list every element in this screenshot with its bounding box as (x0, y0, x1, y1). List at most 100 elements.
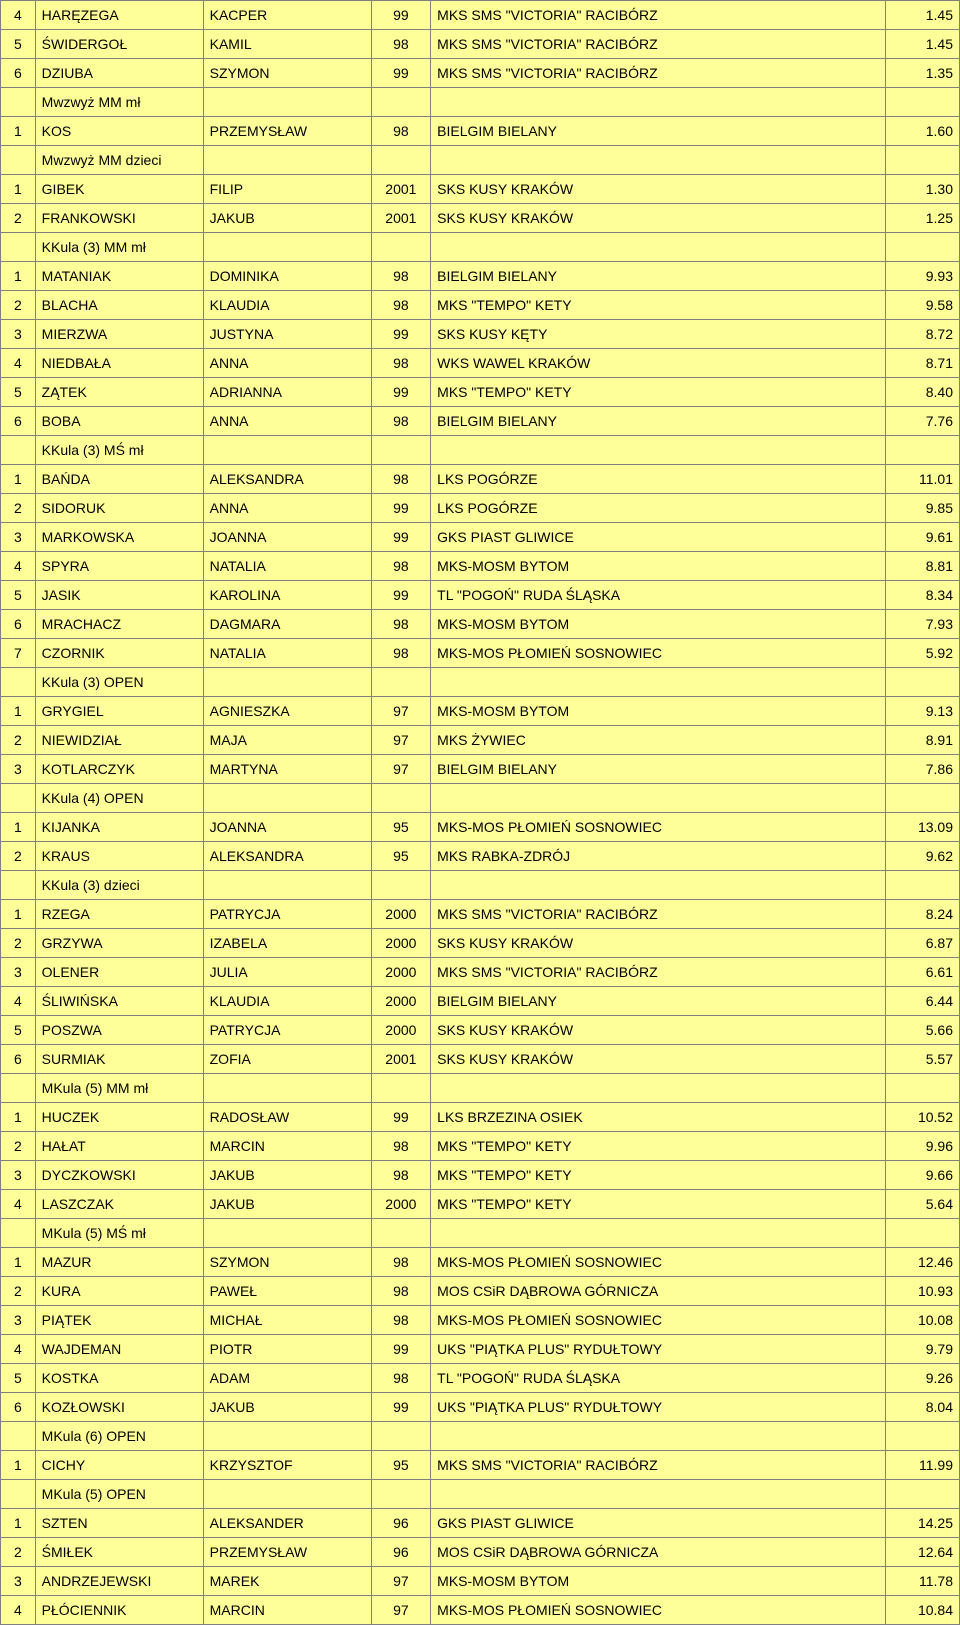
cell-club: BIELGIM BIELANY (431, 117, 886, 146)
cell-lastname: ŚMIŁEK (35, 1538, 203, 1567)
cell-score: 6.61 (886, 958, 960, 987)
cell-score: 11.01 (886, 465, 960, 494)
table-row: 4WAJDEMANPIOTR99UKS "PIĄTKA PLUS" RYDUŁT… (1, 1335, 960, 1364)
category-label: KKula (4) OPEN (35, 784, 203, 813)
cell-lastname: KOSTKA (35, 1364, 203, 1393)
cell-score: 8.34 (886, 581, 960, 610)
cell-club: MKS "TEMPO" KETY (431, 378, 886, 407)
cell-pos: 5 (1, 378, 36, 407)
cell-year: 2001 (371, 1045, 431, 1074)
cell-club: MKS-MOSM BYTOM (431, 610, 886, 639)
cell-club: SKS KUSY KRAKÓW (431, 1045, 886, 1074)
cell-first (203, 233, 371, 262)
table-row: 1SZTENALEKSANDER96GKS PIAST GLIWICE14.25 (1, 1509, 960, 1538)
cell-firstname: ZOFIA (203, 1045, 371, 1074)
results-table: 4HARĘZEGAKACPER99MKS SMS "VICTORIA" RACI… (0, 0, 960, 1625)
table-row: 2NIEWIDZIAŁMAJA97MKS ŻYWIEC8.91 (1, 726, 960, 755)
cell-pos: 2 (1, 1132, 36, 1161)
cell-pos (1, 668, 36, 697)
cell-lastname: KIJANKA (35, 813, 203, 842)
cell-year: 98 (371, 1277, 431, 1306)
cell-club: MKS ŻYWIEC (431, 726, 886, 755)
cell-firstname: DAGMARA (203, 610, 371, 639)
cell-score: 6.87 (886, 929, 960, 958)
cell-year: 98 (371, 291, 431, 320)
cell-firstname: KAMIL (203, 30, 371, 59)
table-row: 6KOZŁOWSKIJAKUB99UKS "PIĄTKA PLUS" RYDUŁ… (1, 1393, 960, 1422)
cell-club: MKS-MOS PŁOMIEŃ SOSNOWIEC (431, 1306, 886, 1335)
cell-score: 9.13 (886, 697, 960, 726)
cell-score: 1.45 (886, 30, 960, 59)
cell-score: 9.85 (886, 494, 960, 523)
cell-pos (1, 1074, 36, 1103)
cell-pos: 4 (1, 987, 36, 1016)
cell-pos: 2 (1, 929, 36, 958)
cell-lastname: PIĄTEK (35, 1306, 203, 1335)
cell-first (203, 871, 371, 900)
cell-year: 2001 (371, 175, 431, 204)
cell-club: MKS-MOS PŁOMIEŃ SOSNOWIEC (431, 1596, 886, 1625)
cell-score: 8.24 (886, 900, 960, 929)
cell-firstname: JAKUB (203, 1190, 371, 1219)
cell-pos: 3 (1, 755, 36, 784)
cell-lastname: CZORNIK (35, 639, 203, 668)
table-row: 5ZĄTEKADRIANNA99MKS "TEMPO" KETY8.40 (1, 378, 960, 407)
table-row: KKula (3) OPEN (1, 668, 960, 697)
cell-year: 98 (371, 610, 431, 639)
cell-score: 10.93 (886, 1277, 960, 1306)
cell-score: 10.84 (886, 1596, 960, 1625)
cell-firstname: MICHAŁ (203, 1306, 371, 1335)
cell-pos: 5 (1, 1016, 36, 1045)
cell-firstname: KLAUDIA (203, 987, 371, 1016)
category-label: KKula (3) dzieci (35, 871, 203, 900)
cell-year: 99 (371, 378, 431, 407)
table-row: 6MRACHACZDAGMARA98MKS-MOSM BYTOM7.93 (1, 610, 960, 639)
cell-pos: 5 (1, 30, 36, 59)
cell-pos (1, 1480, 36, 1509)
cell-lastname: SIDORUK (35, 494, 203, 523)
cell-club: SKS KUSY KRAKÓW (431, 204, 886, 233)
table-row: 2FRANKOWSKIJAKUB2001SKS KUSY KRAKÓW1.25 (1, 204, 960, 233)
cell-first (203, 784, 371, 813)
table-row: MKula (5) MM mł (1, 1074, 960, 1103)
cell-firstname: JULIA (203, 958, 371, 987)
cell-firstname: ADAM (203, 1364, 371, 1393)
cell-firstname: ALEKSANDER (203, 1509, 371, 1538)
table-row: 1CICHYKRZYSZTOF95MKS SMS "VICTORIA" RACI… (1, 1451, 960, 1480)
cell-firstname: JOANNA (203, 813, 371, 842)
cell-pos: 1 (1, 900, 36, 929)
cell-lastname: NIEDBAŁA (35, 349, 203, 378)
cell-club: UKS "PIĄTKA PLUS" RYDUŁTOWY (431, 1335, 886, 1364)
cell-pos: 1 (1, 1103, 36, 1132)
cell-pos: 4 (1, 1190, 36, 1219)
cell-first (203, 668, 371, 697)
cell-score: 5.57 (886, 1045, 960, 1074)
cell-club: BIELGIM BIELANY (431, 755, 886, 784)
cell-year: 97 (371, 755, 431, 784)
cell-year: 98 (371, 1364, 431, 1393)
table-row: 2HAŁATMARCIN98MKS "TEMPO" KETY9.96 (1, 1132, 960, 1161)
cell-lastname: KRAUS (35, 842, 203, 871)
cell-firstname: RADOSŁAW (203, 1103, 371, 1132)
cell-club: MKS "TEMPO" KETY (431, 291, 886, 320)
cell-firstname: PAWEŁ (203, 1277, 371, 1306)
cell-score: 8.71 (886, 349, 960, 378)
cell-pos: 4 (1, 1, 36, 30)
cell-pos: 4 (1, 1335, 36, 1364)
cell-club (431, 88, 886, 117)
table-row: 6DZIUBASZYMON99MKS SMS "VICTORIA" RACIBÓ… (1, 59, 960, 88)
cell-pos: 6 (1, 1393, 36, 1422)
cell-year: 97 (371, 726, 431, 755)
cell-first (203, 436, 371, 465)
category-label: KKula (3) MŚ mł (35, 436, 203, 465)
cell-firstname: IZABELA (203, 929, 371, 958)
cell-pos: 2 (1, 842, 36, 871)
table-row: 2KURAPAWEŁ98MOS CSiR DĄBROWA GÓRNICZA10.… (1, 1277, 960, 1306)
cell-lastname: ANDRZEJEWSKI (35, 1567, 203, 1596)
table-row: 3OLENERJULIA2000MKS SMS "VICTORIA" RACIB… (1, 958, 960, 987)
cell-lastname: ŚLIWIŃSKA (35, 987, 203, 1016)
cell-first (203, 1074, 371, 1103)
table-row: 5POSZWAPATRYCJA2000SKS KUSY KRAKÓW5.66 (1, 1016, 960, 1045)
cell-score (886, 784, 960, 813)
cell-score: 10.52 (886, 1103, 960, 1132)
